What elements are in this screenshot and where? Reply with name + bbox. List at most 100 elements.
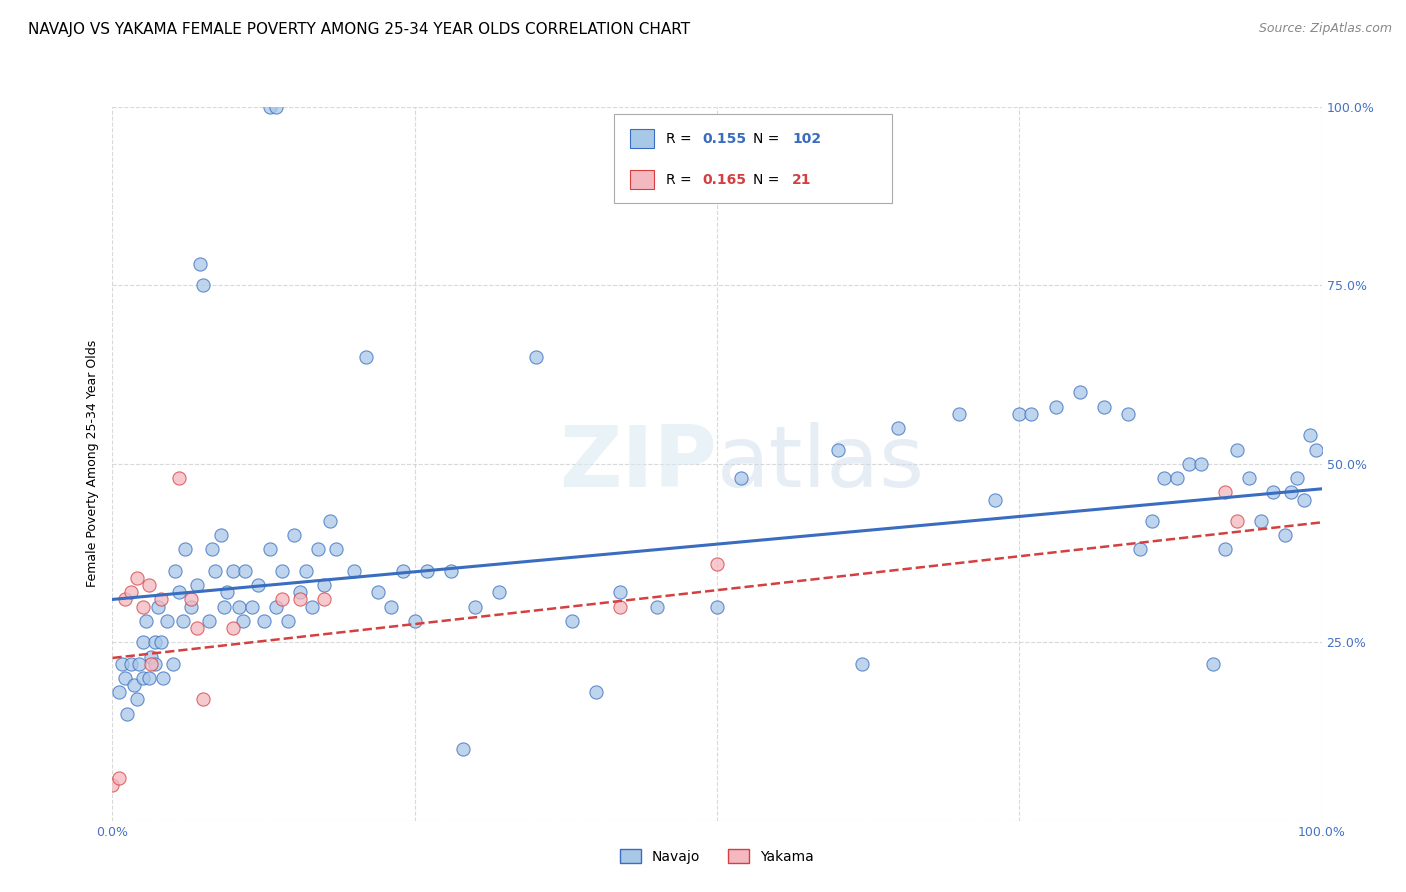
Point: [120, 585, 142, 599]
Text: 0.155: 0.155: [703, 132, 747, 145]
Point: [132, 671, 155, 685]
Point: [301, 599, 323, 614]
Point: [984, 492, 1007, 507]
Point: [1129, 542, 1152, 557]
Point: [162, 657, 184, 671]
Point: [706, 557, 728, 571]
Point: [212, 599, 235, 614]
Point: [201, 542, 224, 557]
Point: [367, 585, 389, 599]
Point: [149, 635, 172, 649]
Point: [1292, 492, 1315, 507]
Text: Source: ZipAtlas.com: Source: ZipAtlas.com: [1258, 22, 1392, 36]
Point: [135, 614, 157, 628]
Point: [138, 578, 160, 592]
Point: [107, 771, 129, 785]
Point: [149, 592, 172, 607]
Point: [1069, 385, 1091, 400]
Point: [128, 657, 150, 671]
Point: [111, 657, 134, 671]
Point: [730, 471, 752, 485]
Point: [1166, 471, 1188, 485]
Point: [180, 592, 202, 607]
Text: 21: 21: [792, 173, 811, 186]
Point: [645, 599, 668, 614]
Point: [143, 635, 166, 649]
Point: [172, 614, 194, 628]
Point: [1237, 471, 1260, 485]
Text: NAVAJO VS YAKAMA FEMALE POVERTY AMONG 25-34 YEAR OLDS CORRELATION CHART: NAVAJO VS YAKAMA FEMALE POVERTY AMONG 25…: [28, 22, 690, 37]
Point: [253, 614, 276, 628]
Point: [1286, 471, 1309, 485]
Point: [1142, 514, 1164, 528]
Point: [132, 635, 155, 649]
Point: [259, 542, 281, 557]
Point: [191, 278, 214, 293]
Point: [1189, 457, 1212, 471]
Point: [125, 692, 148, 706]
Point: [312, 578, 335, 592]
Point: [312, 592, 335, 607]
Point: [270, 592, 292, 607]
Point: [235, 564, 257, 578]
Point: [319, 514, 342, 528]
Point: [440, 564, 463, 578]
Point: [167, 585, 190, 599]
Point: [228, 599, 250, 614]
Point: [122, 678, 145, 692]
Point: [165, 564, 187, 578]
Point: [1202, 657, 1225, 671]
Point: [141, 657, 163, 671]
Point: [204, 564, 226, 578]
Point: [706, 599, 728, 614]
Point: [325, 542, 347, 557]
Point: [464, 599, 486, 614]
Point: [1226, 514, 1249, 528]
Point: [188, 257, 211, 271]
Point: [115, 706, 138, 721]
Point: [380, 599, 402, 614]
Point: [167, 471, 190, 485]
Point: [270, 564, 292, 578]
Point: [141, 649, 163, 664]
Point: [264, 599, 287, 614]
Text: N =: N =: [754, 173, 780, 186]
Point: [609, 585, 631, 599]
Point: [180, 599, 202, 614]
Point: [391, 564, 413, 578]
Point: [120, 657, 142, 671]
Point: [1021, 407, 1043, 421]
Text: 0.165: 0.165: [703, 173, 747, 186]
Point: [561, 614, 583, 628]
Point: [114, 671, 136, 685]
Point: [222, 621, 245, 635]
Text: R =: R =: [666, 173, 692, 186]
Point: [1226, 442, 1249, 457]
Point: [1213, 485, 1236, 500]
Point: [186, 578, 208, 592]
Point: [307, 542, 329, 557]
Point: [827, 442, 849, 457]
Point: [1008, 407, 1031, 421]
Point: [259, 100, 281, 114]
Point: [488, 585, 510, 599]
Point: [198, 614, 221, 628]
Point: [1177, 457, 1199, 471]
Point: [217, 585, 239, 599]
Point: [1298, 428, 1320, 442]
Point: [156, 614, 179, 628]
Legend: Navajo, Yakama: Navajo, Yakama: [620, 849, 814, 863]
Point: [107, 685, 129, 699]
Point: [209, 528, 232, 542]
Point: [948, 407, 970, 421]
Point: [1045, 400, 1067, 414]
Point: [609, 599, 631, 614]
Point: [101, 778, 124, 792]
FancyBboxPatch shape: [630, 129, 654, 148]
Point: [288, 585, 311, 599]
Point: [343, 564, 366, 578]
Point: [143, 657, 166, 671]
Point: [232, 614, 254, 628]
Point: [356, 350, 378, 364]
Point: [585, 685, 607, 699]
